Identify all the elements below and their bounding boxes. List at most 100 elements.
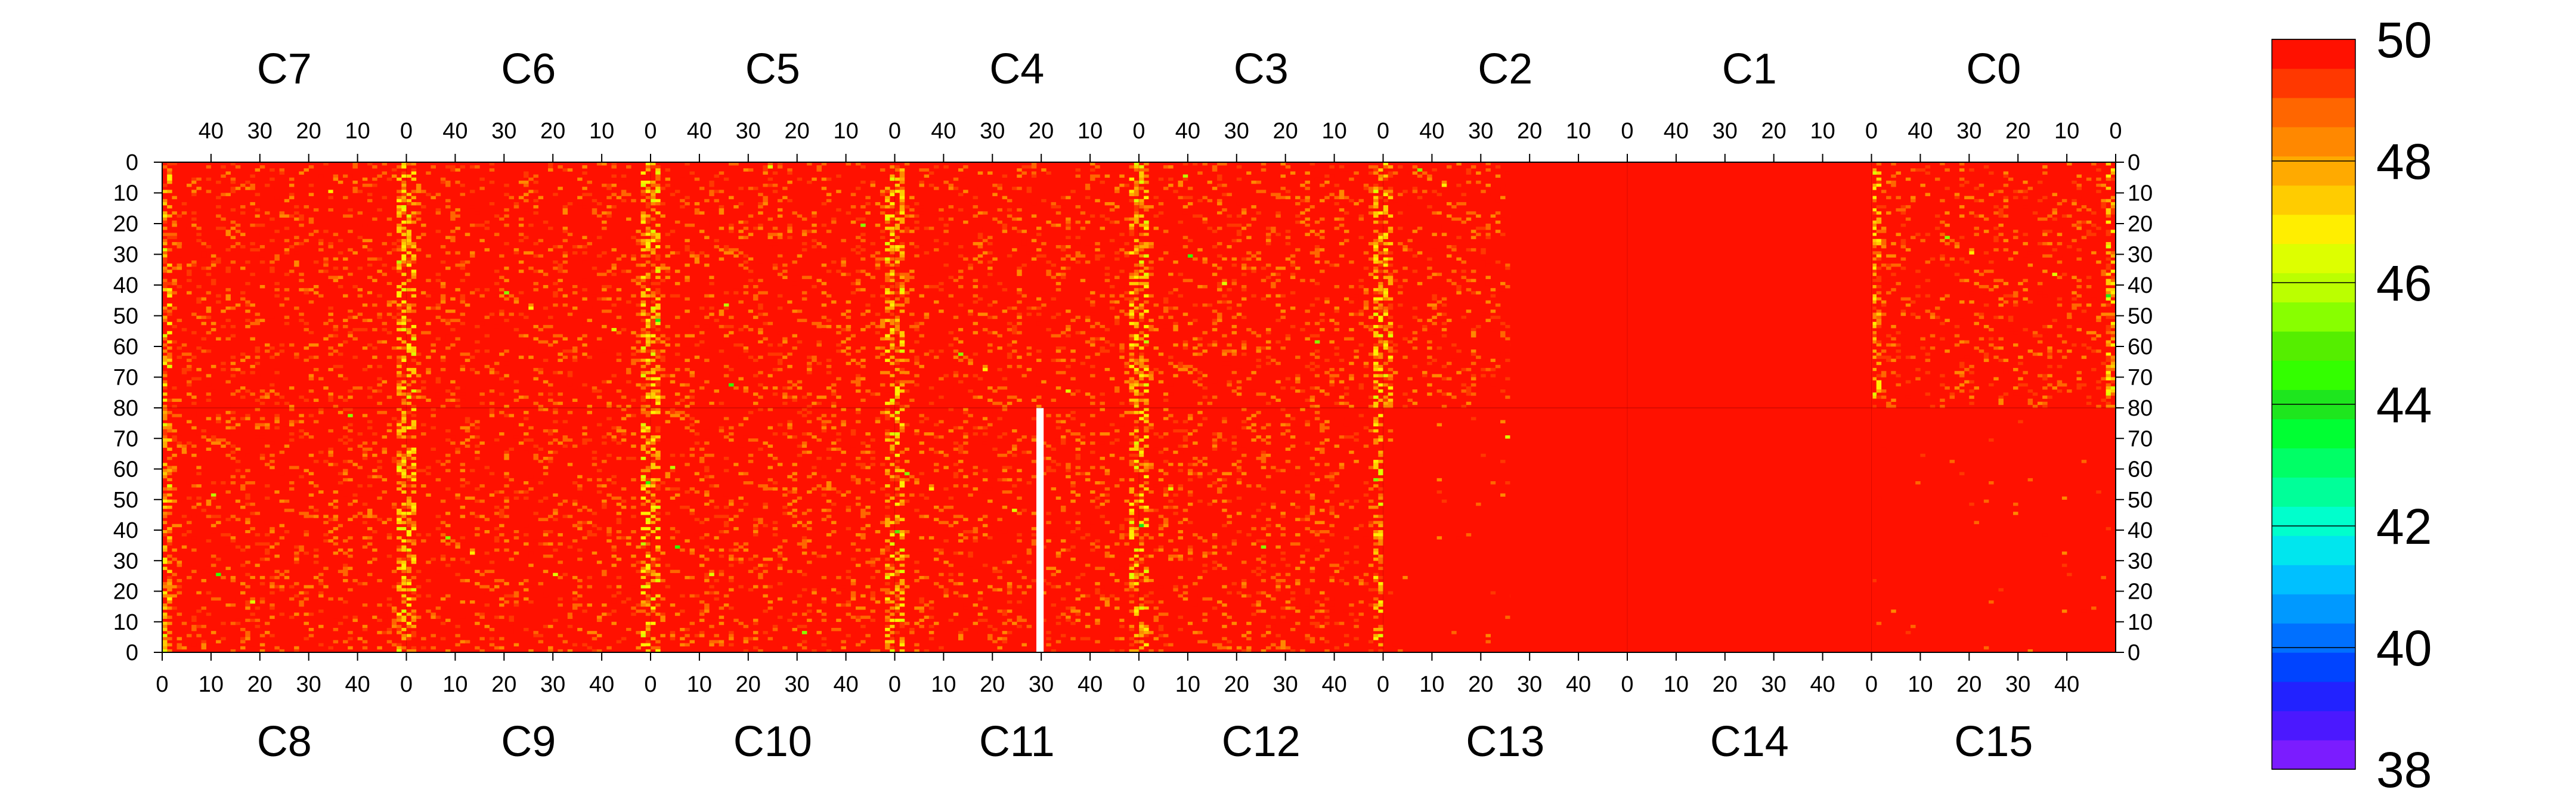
- top-y-tick-label-right: 70: [2128, 366, 2153, 391]
- bottom-x-tick-label: 30: [1029, 672, 1054, 697]
- top-x-tick-label: 20: [540, 119, 565, 144]
- bottom-y-tick-label: 20: [113, 580, 138, 605]
- panel-label-C0: C0: [1966, 45, 2021, 93]
- bottom-x-tick-label: 40: [1321, 672, 1346, 697]
- top-y-tick-label-right: 50: [2128, 304, 2153, 329]
- panel-cells-C5: [651, 162, 895, 408]
- panel-label-C6: C6: [501, 45, 556, 93]
- bottom-y-tick-label-right: 30: [2128, 549, 2153, 574]
- bottom-x-tick-label: 0: [1377, 672, 1389, 697]
- color-scale-label: 50: [2376, 12, 2432, 68]
- panel-label-C12: C12: [1222, 718, 1301, 766]
- top-x-tick-label: 40: [1175, 119, 1200, 144]
- bottom-x-tick-label: 0: [400, 672, 413, 697]
- bottom-x-tick-label: 20: [1956, 672, 1981, 697]
- color-scale-step: [2272, 740, 2355, 770]
- bottom-x-tick-label: 0: [1132, 672, 1145, 697]
- top-y-tick-label: 50: [113, 304, 138, 329]
- color-scale-step: [2272, 419, 2355, 448]
- top-x-tick-label: 0: [2109, 119, 2122, 144]
- bottom-x-tick-label: 20: [1713, 672, 1738, 697]
- panel-label-C2: C2: [1478, 45, 1532, 93]
- bottom-x-tick-label: 10: [1664, 672, 1689, 697]
- top-x-tick-label: 20: [1761, 119, 1787, 144]
- panel-label-C3: C3: [1234, 45, 1289, 93]
- bottom-x-tick-label: 0: [1621, 672, 1633, 697]
- color-scale-step: [2272, 623, 2355, 653]
- top-y-tick-label: 10: [113, 181, 138, 206]
- panel-label-C14: C14: [1710, 718, 1789, 766]
- top-x-tick-label: 40: [931, 119, 956, 144]
- panel-cells-C3: [1139, 162, 1383, 408]
- color-scale-step: [2272, 185, 2355, 215]
- bottom-x-tick-label: 10: [931, 672, 956, 697]
- top-x-tick-label: 40: [442, 119, 467, 144]
- top-x-tick-label: 10: [1078, 119, 1103, 144]
- panel-label-C10: C10: [733, 718, 812, 766]
- top-x-tick-label: 30: [1713, 119, 1738, 144]
- top-y-tick-label-right: 60: [2128, 335, 2153, 360]
- top-x-tick-label: 30: [247, 119, 273, 144]
- color-scale-step: [2272, 682, 2355, 711]
- bottom-y-tick-label-right: 70: [2128, 426, 2153, 451]
- color-scale-step: [2272, 594, 2355, 624]
- top-x-tick-label: 10: [2054, 119, 2079, 144]
- color-scale-step: [2272, 97, 2355, 128]
- color-scale-step: [2272, 214, 2355, 244]
- bottom-y-tick-label: 30: [113, 549, 138, 574]
- bottom-x-tick-label: 30: [1273, 672, 1298, 697]
- color-scale-step: [2272, 360, 2355, 391]
- bottom-y-tick-label: 40: [113, 518, 138, 543]
- top-x-tick-label: 20: [2005, 119, 2030, 144]
- dead-strip: [1036, 408, 1044, 652]
- panel-label-C15: C15: [1954, 718, 2033, 766]
- color-scale-step: [2272, 273, 2355, 303]
- bottom-x-tick-label: 40: [1810, 672, 1835, 697]
- panel-cells-C9: [406, 408, 651, 653]
- bottom-x-tick-label: 30: [296, 672, 321, 697]
- top-x-tick-label: 10: [1810, 119, 1835, 144]
- uniform-region: [1510, 162, 1873, 652]
- top-x-tick-label: 20: [1273, 119, 1298, 144]
- panel-grid: [162, 162, 2116, 652]
- top-x-tick-label: 10: [1321, 119, 1346, 144]
- top-x-tick-label: 0: [888, 119, 901, 144]
- top-x-tick-label: 0: [644, 119, 657, 144]
- top-y-tick-label: 20: [113, 212, 138, 237]
- bottom-x-tick-label: 30: [540, 672, 565, 697]
- bottom-y-tick-label-right: 40: [2128, 518, 2153, 543]
- panel-label-C5: C5: [745, 45, 800, 93]
- bottom-x-tick-label: 20: [1468, 672, 1493, 697]
- bottom-x-tick-label: 30: [785, 672, 810, 697]
- bottom-y-tick-label-right: 20: [2128, 580, 2153, 605]
- bottom-x-tick-label: 40: [833, 672, 858, 697]
- top-y-tick-label: 0: [126, 150, 138, 175]
- bottom-x-tick-label: 0: [1865, 672, 1878, 697]
- heatmap-area: [162, 162, 2116, 653]
- top-x-tick-label: 0: [1132, 119, 1145, 144]
- panel-cells-C10: [651, 408, 895, 653]
- bottom-x-tick-label: 40: [1078, 672, 1103, 697]
- top-x-tick-label: 10: [589, 119, 614, 144]
- top-x-tick-label: 20: [785, 119, 810, 144]
- color-scale-label: 40: [2376, 620, 2432, 676]
- bottom-x-tick-label: 20: [247, 672, 273, 697]
- top-x-tick-label: 10: [1566, 119, 1591, 144]
- bottom-x-tick-label: 10: [1175, 672, 1200, 697]
- panel-label-C4: C4: [989, 45, 1044, 93]
- top-y-tick-label: 30: [113, 243, 138, 268]
- color-scale-step: [2272, 126, 2355, 157]
- top-y-tick-label-right: 20: [2128, 212, 2153, 237]
- color-scale-step: [2272, 302, 2355, 332]
- top-x-tick-label: 10: [345, 119, 370, 144]
- panel-labels: 40 30 20 10 0 C7 40 30 20 10 0 C6 40 30 20 10 0 C5 40 30 20 1…: [113, 45, 2153, 766]
- top-y-tick-label: 70: [113, 366, 138, 391]
- color-scale-step: [2272, 652, 2355, 682]
- top-x-tick-label: 30: [1224, 119, 1249, 144]
- bottom-y-tick-label: 70: [113, 426, 138, 451]
- color-scale-step: [2272, 535, 2355, 565]
- color-scale-step: [2272, 506, 2355, 536]
- color-scale-step: [2272, 448, 2355, 478]
- top-x-tick-label: 10: [833, 119, 858, 144]
